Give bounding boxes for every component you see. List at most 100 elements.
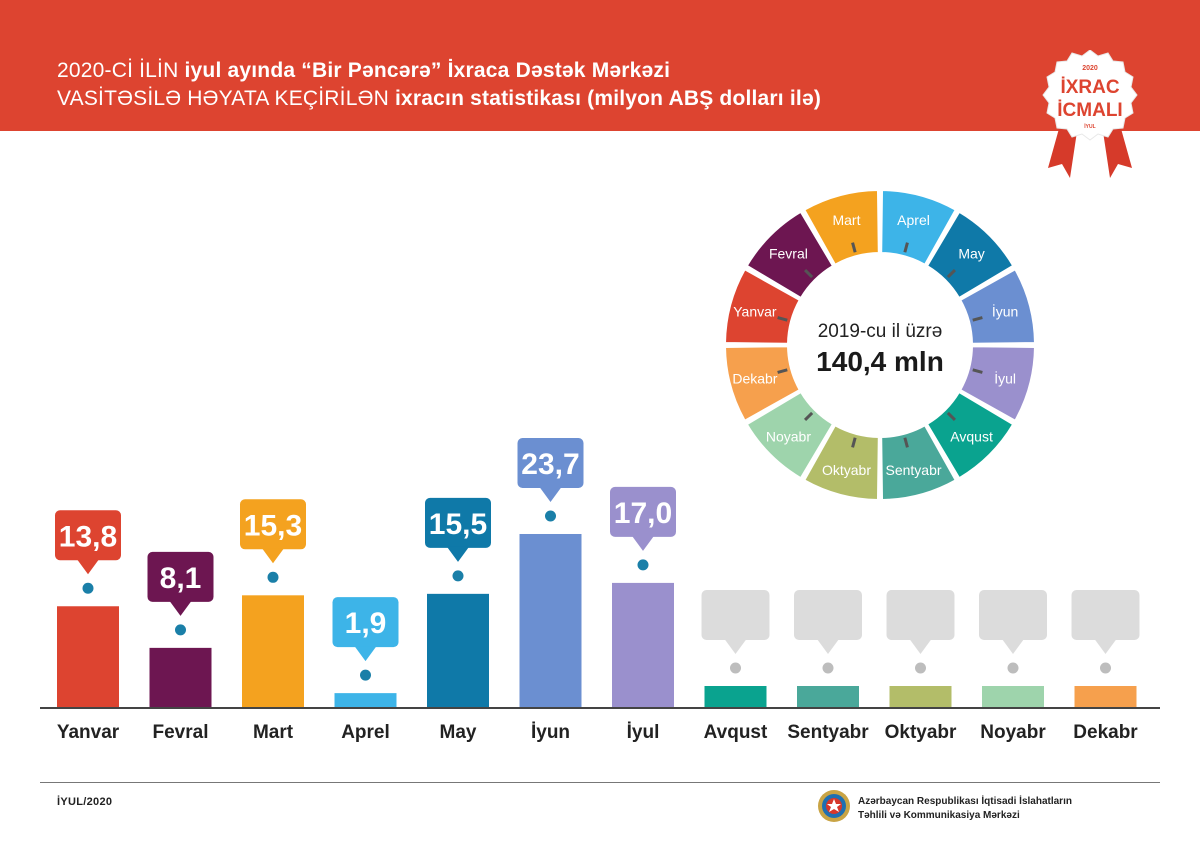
callout-body-11 (979, 590, 1047, 640)
donut-tick-7 (903, 437, 909, 448)
title-line2-bold: ixracın statistikası (milyon ABŞ dolları… (395, 87, 822, 110)
donut-segment-7: Sentyabr (880, 423, 958, 502)
data-label-7: 17,0 (614, 497, 672, 530)
callout-pointer-6 (539, 486, 562, 502)
data-label-4: 1,9 (345, 607, 387, 640)
callout-pointer-8 (724, 639, 747, 654)
donut-tick-3 (946, 268, 957, 279)
donut-segment-6: Avqust (925, 390, 1015, 480)
callout-pointer-9 (817, 639, 839, 654)
donut-label-7: Sentyabr (885, 462, 941, 478)
title-line2-light: VASİTƏSİLƏ HƏYATA KEÇİRİLƏN (57, 87, 395, 110)
category-label-10: Oktyabr (885, 722, 957, 743)
category-label-7: İyul (627, 722, 660, 743)
category-label-4: Aprel (341, 722, 390, 743)
donut-tick-2 (903, 242, 909, 253)
donut-label-8: Oktyabr (822, 462, 871, 478)
bar-7 (612, 582, 674, 707)
data-label-2: 8,1 (160, 562, 202, 595)
callout-11 (979, 590, 1047, 654)
donut-2019: Mart Aprel May İyun İyul Avqust Sentyabr Oktyab… (724, 189, 1037, 502)
category-label-2: Fevral (153, 722, 209, 743)
callout-pointer-12 (1094, 639, 1117, 654)
callout-body-3 (240, 499, 306, 550)
badge-sub: İYUL (1084, 123, 1095, 130)
callout-3: 15,3 (240, 499, 306, 564)
category-label-5: May (440, 722, 477, 743)
bar-dot-2 (175, 624, 186, 636)
donut-tick-4 (972, 316, 983, 322)
bar-dot-11 (1007, 662, 1019, 674)
callout-body-7 (610, 486, 676, 537)
callout-9 (794, 590, 862, 654)
callout-pointer-4 (354, 646, 377, 662)
badge-line1: İXRAC (1060, 77, 1119, 98)
donut-segment-4: İyun (958, 267, 1037, 345)
category-label-11: Noyabr (980, 722, 1046, 743)
callout-pointer-11 (1002, 639, 1024, 654)
donut-center (788, 253, 972, 437)
org-line2: Təhlili və Kommunikasiya Mərkəzi (858, 810, 1020, 821)
donut-label: 2019-cu il üzrə (818, 321, 943, 342)
footer-date: İYUL/2020 (57, 796, 113, 808)
donut-label-4: İyun (992, 302, 1018, 319)
bar-4 (334, 693, 397, 707)
donut-total: 140,4 mln (816, 346, 944, 377)
badge-year: 2020 (1082, 65, 1098, 72)
category-label-9: Sentyabr (787, 722, 869, 743)
callout-body-5 (425, 497, 491, 548)
bar-6 (519, 533, 582, 707)
donut-tick-8 (851, 437, 857, 448)
bar-9 (797, 686, 859, 707)
badge-line2: İCMALI (1057, 100, 1122, 121)
callout-7: 17,0 (610, 486, 676, 551)
callout-8 (701, 590, 770, 654)
callout-pointer-3 (262, 548, 284, 564)
callout-body-2 (147, 551, 214, 602)
footer-divider (40, 782, 1160, 783)
donut-label-6: Avqust (950, 429, 993, 445)
bar-dot-1 (82, 582, 94, 594)
bar-dot-3 (267, 571, 279, 583)
title-line1-bold: iyul ayında “Bir Pəncərə” İxraca Dəstək … (184, 59, 671, 82)
bar-chart: 13,8 Yanvar 8,1 Fevral 15,3 Mart 1,9 Aprel 15,5 M… (40, 437, 1160, 743)
data-label-5: 15,5 (429, 508, 487, 541)
category-label-3: Mart (253, 722, 294, 743)
bar-3 (242, 595, 304, 707)
callout-body-12 (1071, 590, 1140, 640)
donut-tick-11 (777, 316, 788, 322)
bar-11 (982, 686, 1044, 707)
callout-2: 8,1 (147, 551, 214, 616)
category-label-1: Yanvar (57, 722, 120, 743)
ixrac-icmali-badge: 2020 İXRAC İCMALI İYUL (1042, 50, 1138, 178)
donut-label-9: Noyabr (766, 429, 811, 445)
donut-segment-12: Fevral (745, 210, 835, 300)
header-banner: 2020-Cİ İLİN iyul ayında “Bir Pəncərə” İ… (0, 0, 1200, 131)
donut-tick-12 (803, 268, 814, 279)
donut-label-11: Yanvar (733, 303, 777, 319)
donut-tick-9 (803, 411, 814, 422)
state-emblem-icon (818, 790, 850, 822)
donut-tick-1 (851, 242, 857, 253)
donut-label-12: Fevral (769, 245, 808, 261)
callout-body-10 (886, 590, 955, 640)
callout-body-6 (517, 437, 584, 488)
callout-10 (886, 590, 955, 654)
category-label-6: İyun (531, 722, 570, 743)
callout-pointer-1 (77, 559, 99, 575)
donut-label-1: Mart (832, 212, 860, 228)
callout-pointer-5 (447, 546, 469, 562)
data-label-6: 23,7 (521, 448, 579, 481)
callout-pointer-2 (169, 600, 192, 616)
bar-12 (1074, 686, 1137, 707)
bar-1 (57, 606, 119, 707)
organization-block: Azərbaycan Respublikası İqtisadi İslahat… (816, 786, 1176, 830)
callout-body-1 (55, 510, 121, 561)
bar-8 (704, 686, 767, 707)
x-axis-line (40, 707, 1160, 709)
donut-tick-6 (946, 411, 957, 422)
data-label-1: 13,8 (59, 520, 117, 553)
page-title: 2020-Cİ İLİN iyul ayında “Bir Pəncərə” İ… (57, 57, 821, 113)
donut-label-2: Aprel (897, 212, 930, 228)
callout-1: 13,8 (55, 510, 121, 575)
